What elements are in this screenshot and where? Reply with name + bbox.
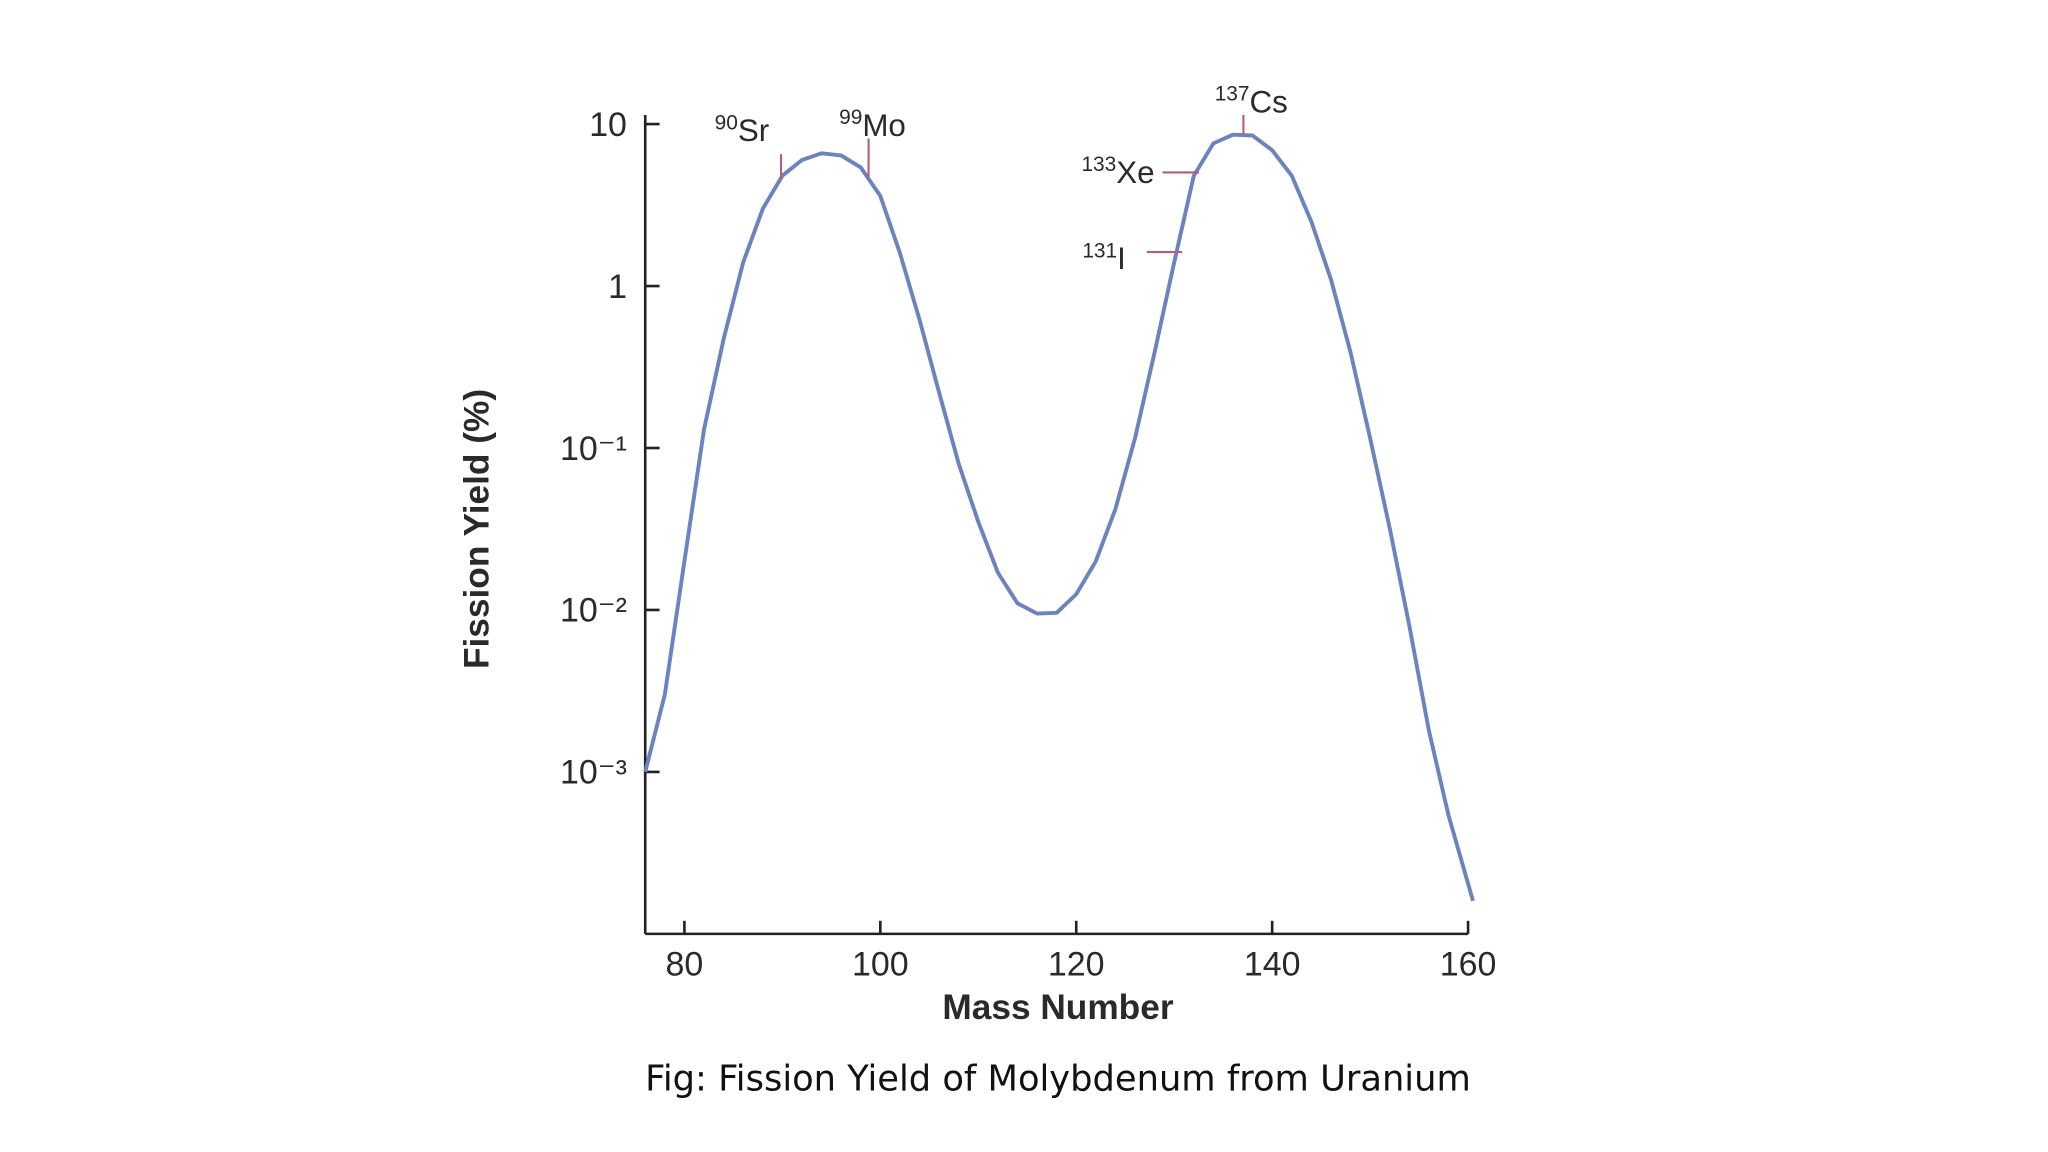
x-tick-label: 100 bbox=[852, 946, 909, 984]
annotation-mass: 133 bbox=[1081, 153, 1116, 176]
annotation-mass: 90 bbox=[715, 111, 738, 134]
annotation-symbol: Xe bbox=[1116, 155, 1154, 190]
x-tick-label: 120 bbox=[1048, 946, 1105, 984]
annotation-mass: 99 bbox=[839, 106, 862, 129]
caption: Fig: Fission Yield of Molybdenum from Ur… bbox=[645, 1059, 1471, 1100]
x-tick-label: 140 bbox=[1244, 946, 1301, 984]
annotation: 133Xe bbox=[1081, 153, 1154, 190]
annotation-symbol: Cs bbox=[1250, 84, 1288, 119]
x-axis-title: Mass Number bbox=[942, 988, 1173, 1027]
annotation-symbol: Mo bbox=[862, 108, 906, 143]
y-tick-label: 10⁻² bbox=[560, 592, 627, 630]
annotation-symbol: I bbox=[1117, 241, 1126, 276]
annotation: 99Mo bbox=[839, 106, 906, 143]
y-tick-label: 1 bbox=[608, 268, 627, 306]
annotation: 131I bbox=[1082, 239, 1126, 276]
annotation: 90Sr bbox=[715, 111, 770, 148]
y-axis-title: Fission Yield (%) bbox=[457, 389, 496, 669]
y-tick-label: 10⁻³ bbox=[560, 754, 627, 792]
y-tick-label: 10⁻¹ bbox=[560, 430, 627, 468]
annotation-mass: 131 bbox=[1082, 239, 1117, 262]
curve bbox=[643, 132, 1475, 902]
annotation-symbol: Sr bbox=[738, 113, 769, 148]
x-tick-label: 160 bbox=[1440, 946, 1497, 984]
annotation-mass: 137 bbox=[1215, 83, 1250, 106]
annotation: 137Cs bbox=[1215, 83, 1288, 120]
x-tick-label: 80 bbox=[666, 946, 704, 984]
y-tick-label: 10 bbox=[589, 106, 627, 144]
